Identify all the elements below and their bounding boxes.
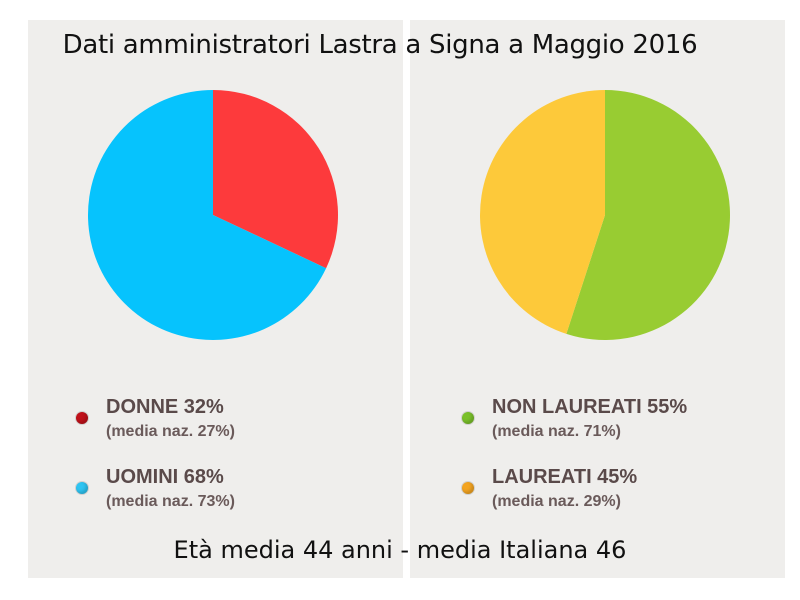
pie-slice-non-laureati: [566, 90, 731, 340]
legend-dot-uomini: [76, 482, 88, 494]
legend-sub-laureati: (media naz. 29%): [492, 493, 621, 510]
footer-note: Età media 44 anni - media Italiana 46: [173, 536, 627, 564]
legend-dot-laureati: [462, 482, 474, 494]
legend-sub-uomini: (media naz. 73%): [106, 493, 235, 510]
gender-pie-chart: [87, 90, 338, 340]
legend-label-laureati: LAUREATI 45%: [492, 466, 638, 488]
panel-divider: [403, 20, 410, 578]
pie-slice-donne: [213, 90, 338, 269]
legend-dot-non-laureati: [462, 412, 474, 424]
legend-sub-non-laureati: (media naz. 71%): [492, 423, 621, 440]
legend-label-donne: DONNE 32%: [106, 396, 224, 418]
page-title: Dati amministratori Lastra a Signa a Mag…: [62, 30, 698, 60]
education-pie-chart: [480, 90, 731, 340]
pie-slice-laureati: [480, 90, 605, 334]
legend-dot-donne: [76, 412, 88, 424]
legend-sub-donne: (media naz. 27%): [106, 423, 235, 440]
legend-label-uomini: UOMINI 68%: [106, 466, 224, 488]
legend-label-non-laureati: NON LAUREATI 55%: [492, 396, 688, 418]
pie-slice-uomini: [87, 90, 327, 340]
